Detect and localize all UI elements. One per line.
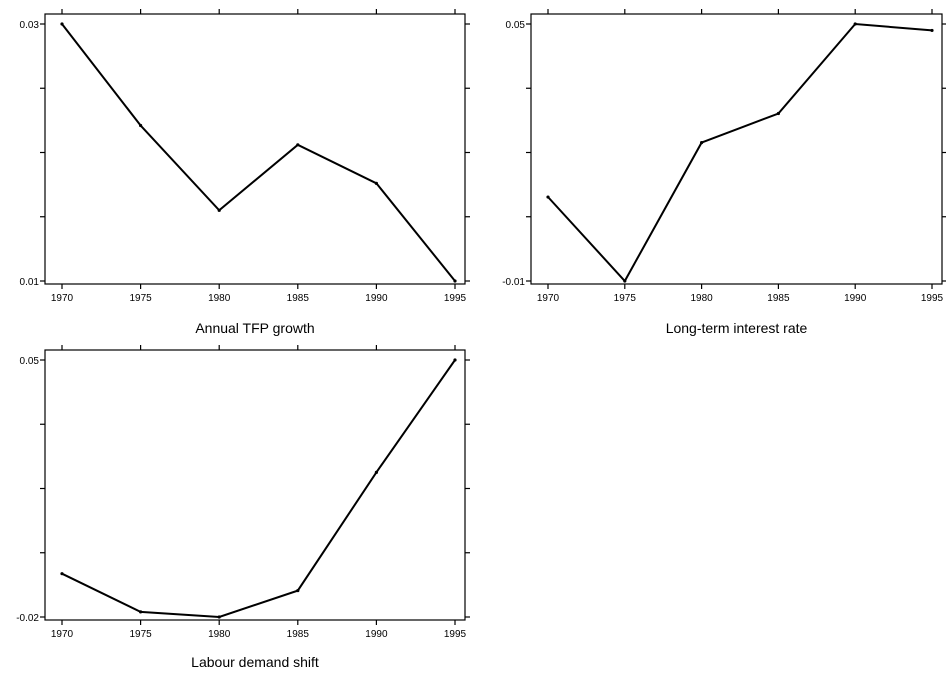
x-tick-label: 1975 <box>614 293 637 304</box>
chart-panel-1: 1970 1975 1980 1985 1990 1995 0.03 0.01 Annual T… <box>20 9 470 336</box>
data-point <box>776 111 781 116</box>
series-line <box>61 23 456 282</box>
y-tick-label-top: 0.05 <box>506 20 526 31</box>
data-point <box>453 358 457 362</box>
y-tick-label-bottom: -0.01 <box>502 277 525 288</box>
x-tick-label: 1970 <box>537 293 560 304</box>
data-point <box>139 123 143 128</box>
data-point <box>546 195 550 199</box>
x-tick-label: 1980 <box>208 293 231 304</box>
chart-panel-3: 1970 1975 1980 1985 1990 1995 0.05 -0.02 Labour … <box>16 345 470 670</box>
x-tick-label: 1990 <box>365 629 388 640</box>
x-tick-label: 1995 <box>444 629 467 640</box>
x-tick-label: 1985 <box>287 629 310 640</box>
data-point <box>60 572 64 576</box>
x-tick-label: 1975 <box>129 293 152 304</box>
series-line <box>61 359 456 619</box>
data-point <box>217 615 221 619</box>
series-line <box>547 22 933 283</box>
x-tick-label: 1995 <box>921 293 944 304</box>
x-tick-label: 1970 <box>51 293 74 304</box>
data-point <box>853 22 857 26</box>
data-point <box>930 28 934 33</box>
data-point <box>217 208 221 212</box>
x-axis-title: Long-term interest rate <box>666 320 808 336</box>
y-tick-label-top: 0.05 <box>20 356 40 367</box>
x-tick-label: 1995 <box>444 293 467 304</box>
data-point <box>374 181 378 185</box>
data-point <box>374 470 378 474</box>
data-point <box>296 588 300 593</box>
y-tick-label-bottom: 0.01 <box>20 277 40 288</box>
x-tick-label: 1990 <box>365 293 388 304</box>
data-point <box>453 279 457 283</box>
data-point <box>139 610 143 614</box>
data-point <box>623 279 627 283</box>
x-tick-label: 1985 <box>767 293 790 304</box>
chart-panel-2: 1970 1975 1980 1985 1990 1995 0.05 -0.01 Long-te… <box>502 9 946 336</box>
x-axis-title: Annual TFP growth <box>195 320 314 336</box>
data-point <box>700 141 704 145</box>
y-tick-label-bottom: -0.02 <box>16 613 39 624</box>
x-tick-label: 1985 <box>287 293 310 304</box>
x-tick-label: 1990 <box>844 293 867 304</box>
x-tick-label: 1980 <box>208 629 231 640</box>
x-tick-label: 1975 <box>129 629 152 640</box>
x-tick-label: 1970 <box>51 629 74 640</box>
y-tick-label-top: 0.03 <box>20 20 40 31</box>
data-point <box>296 143 300 147</box>
x-axis-title: Labour demand shift <box>191 654 319 670</box>
plot-frame <box>44 349 466 621</box>
data-point <box>60 22 64 26</box>
plot-frame <box>44 13 466 285</box>
x-tick-label: 1980 <box>690 293 713 304</box>
plot-frame <box>530 13 943 285</box>
